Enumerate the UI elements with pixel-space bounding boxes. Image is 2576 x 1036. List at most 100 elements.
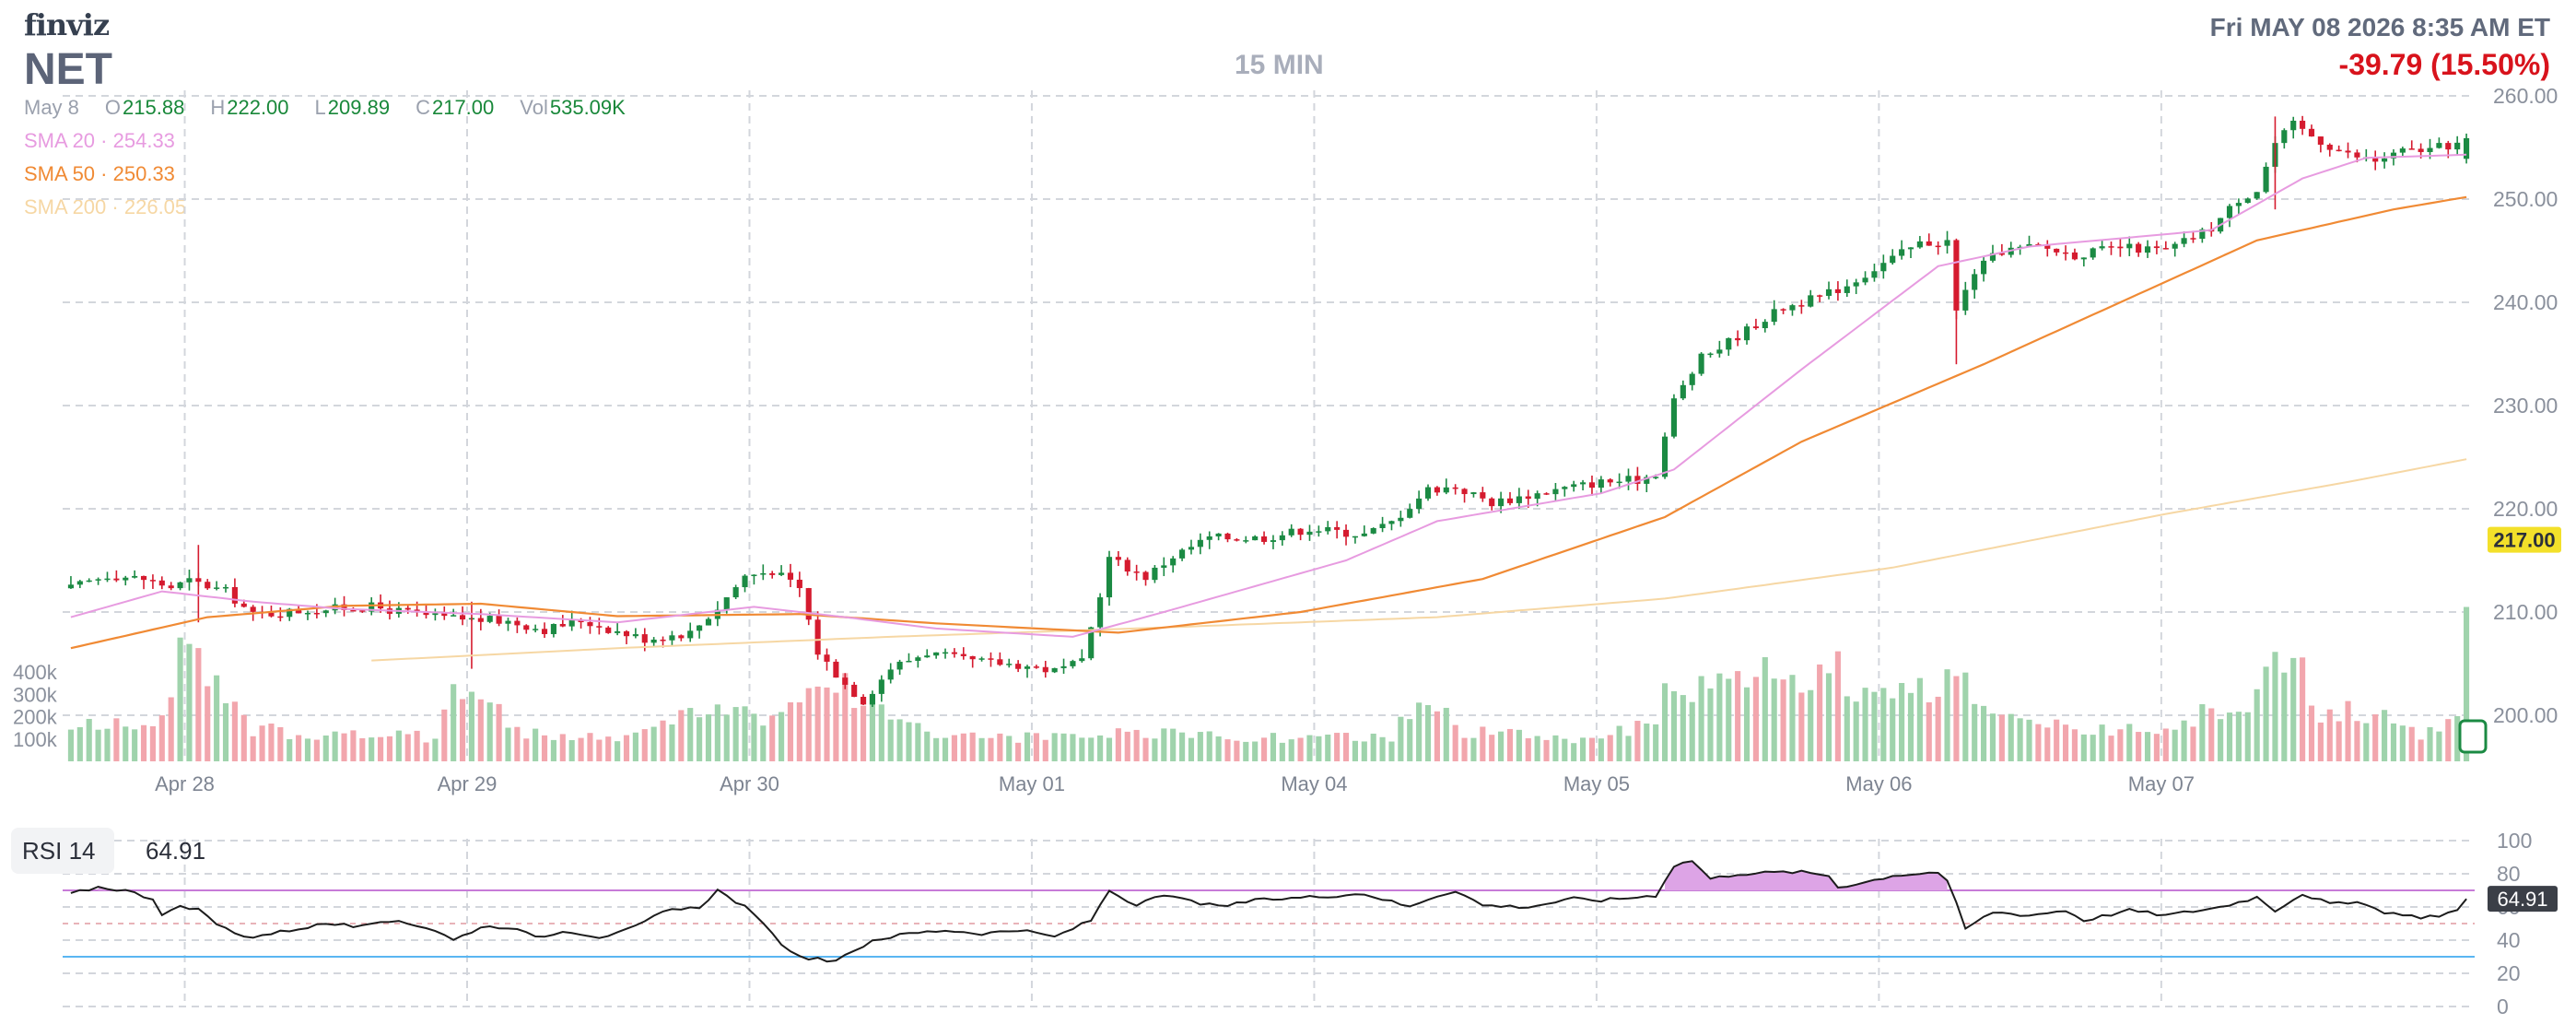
candle-body (1042, 666, 1048, 673)
candle-body (1534, 493, 1540, 500)
candle-body (1234, 539, 1240, 541)
x-tick-label: May 05 (1563, 772, 1630, 795)
volume-bar (459, 699, 466, 761)
candle-body (1735, 337, 1741, 341)
candle-body (1752, 326, 1759, 329)
volume-bar (1342, 733, 1350, 761)
volume-bar (1461, 737, 1468, 761)
candle-body (2235, 203, 2242, 206)
volume-bar (605, 736, 612, 761)
candle-body (477, 618, 484, 622)
volume-bar (1379, 736, 1386, 761)
volume-bar (1243, 741, 1249, 761)
candle-body (459, 615, 466, 620)
candle-body (486, 616, 493, 622)
volume-bar (1179, 732, 1186, 761)
volume-bar (933, 737, 940, 761)
candle-body (1644, 477, 1650, 484)
candle-body (1097, 597, 1104, 628)
candle-body (2162, 248, 2169, 250)
sma20-legend[interactable]: SMA 20 · 254.33 (24, 129, 175, 153)
candle-body (313, 612, 320, 615)
candle-body (404, 607, 411, 610)
y-tick-label: 220.00 (2493, 497, 2558, 521)
volume-bar (222, 702, 229, 761)
candle-body (369, 602, 375, 612)
volume-bar (378, 736, 384, 761)
candle-body (2317, 136, 2324, 145)
ticker-symbol: NET (24, 45, 112, 94)
volume-bar (1352, 740, 1358, 761)
candle-body (596, 626, 603, 628)
volume-bar (1607, 735, 1613, 761)
candle-body (1972, 274, 1978, 290)
interval-label[interactable]: 15 MIN (1235, 50, 1324, 80)
candle-body (1461, 489, 1468, 495)
volume-bar (559, 734, 566, 761)
y-tick-label: 230.00 (2493, 394, 2558, 418)
sma20-line (70, 153, 2467, 638)
volume-bar (1543, 739, 1550, 761)
candle-body (341, 604, 347, 610)
candle-body (1808, 295, 1814, 307)
volume-bar (1808, 689, 1814, 761)
candle-body (842, 677, 849, 685)
candle-body (2454, 142, 2461, 150)
candle-body (1424, 487, 1432, 499)
volume-bar (805, 688, 812, 761)
volume-bar (1124, 731, 1130, 761)
volume-bar (2445, 719, 2452, 761)
x-tick-label: Apr 29 (438, 772, 498, 795)
x-tick-label: May 01 (999, 772, 1065, 795)
candle-body (441, 613, 448, 617)
volume-tick-label: 200k (13, 706, 58, 729)
volume-bar (2208, 708, 2215, 761)
volume-bar (2326, 709, 2333, 761)
candle-body (113, 578, 120, 581)
volume-bar (732, 707, 739, 761)
volume-bar (1297, 737, 1304, 761)
datetime-label: Fri MAY 08 2026 8:35 AM ET (2209, 13, 2550, 41)
candle-body (67, 584, 75, 589)
candle-body (2345, 150, 2351, 153)
sma50-line (70, 195, 2467, 650)
candle-body (451, 615, 457, 617)
volume-bar (2308, 705, 2315, 761)
candle-body (860, 697, 867, 705)
candle-body (1115, 557, 1121, 560)
candle-body (1498, 498, 1505, 507)
volume-bar (1907, 692, 1914, 761)
volume-bar (277, 726, 284, 761)
volume-bar (1571, 743, 1577, 761)
candle-body (869, 693, 876, 705)
candle-body (2044, 244, 2051, 249)
volume-bar (869, 695, 876, 761)
volume-bar (1789, 675, 1796, 761)
candle-body (1552, 489, 1559, 495)
candle-body (878, 679, 884, 694)
volume-bar (1644, 724, 1650, 761)
sma50-legend[interactable]: SMA 50 · 250.33 (24, 162, 175, 186)
volume-bar (2017, 718, 2023, 761)
candle-body (641, 634, 648, 643)
candle-body (1817, 295, 1823, 297)
volume-bar (2090, 735, 2096, 761)
volume-bar (2035, 724, 2042, 761)
candle-body (1306, 531, 1313, 536)
candle-body (296, 608, 302, 614)
candle-body (1771, 309, 1777, 323)
candle-body (2418, 148, 2424, 152)
candle-body (2336, 149, 2342, 152)
candle-body (805, 588, 812, 620)
candle-body (2144, 246, 2151, 253)
rsi-tick-label: 20 (2497, 961, 2521, 985)
candle-body (1152, 567, 1158, 581)
volume-bar (2190, 726, 2196, 761)
finviz-logo[interactable]: finviz (24, 7, 110, 42)
rsi-label-box[interactable] (11, 828, 114, 874)
candle-body (2390, 152, 2397, 159)
volume-bar (988, 737, 994, 761)
volume-bar (1698, 676, 1704, 761)
candle-body (1899, 249, 1905, 256)
